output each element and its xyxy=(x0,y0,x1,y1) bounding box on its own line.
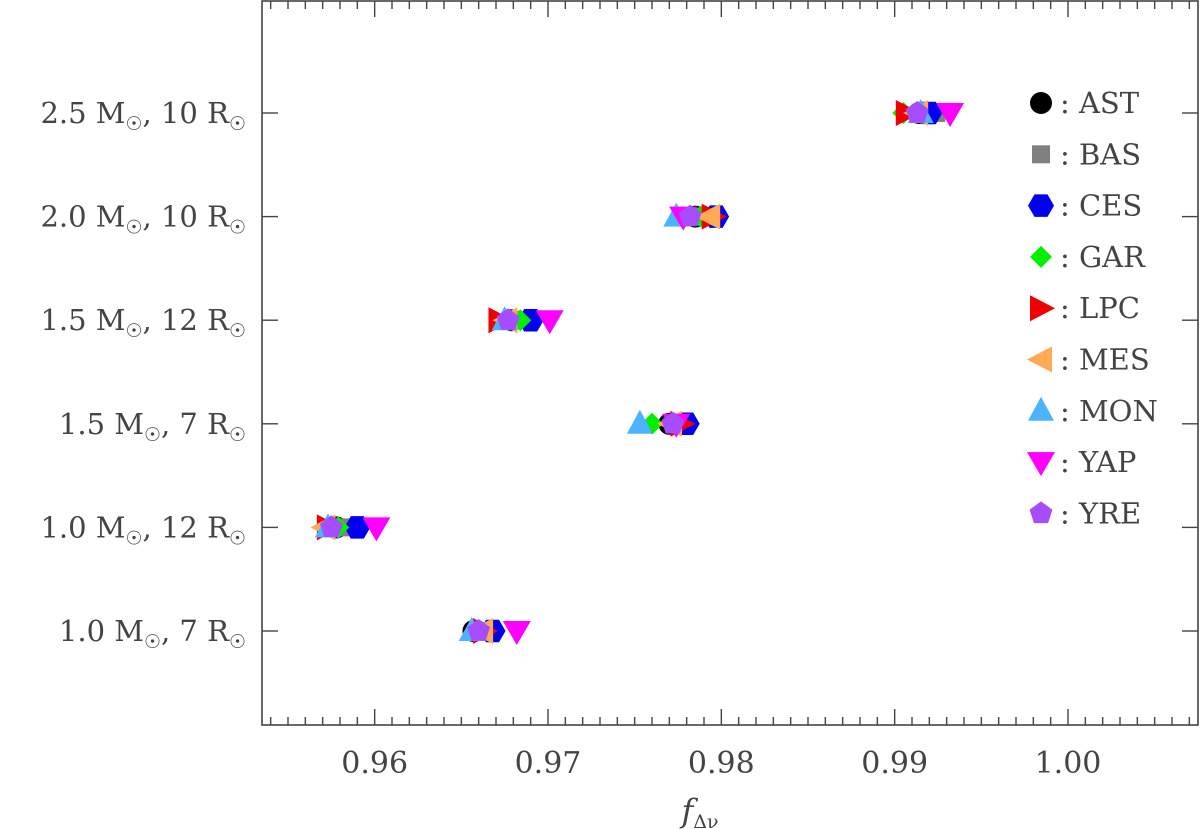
category-label: 1.0 M☉, 12 R☉ xyxy=(40,510,246,549)
legend-marker-mon xyxy=(1028,396,1054,421)
legend-marker-yap xyxy=(1027,452,1055,477)
point-yap xyxy=(362,517,391,542)
category-label: 1.5 M☉, 7 R☉ xyxy=(59,407,246,446)
category-label: 2.5 M☉, 10 R☉ xyxy=(40,96,246,135)
legend-marker-gar xyxy=(1030,245,1052,268)
legend-label-ast: : AST xyxy=(1060,86,1140,120)
x-tick-labels: 0.96 0.97 0.98 0.99 1.00 xyxy=(341,746,1101,781)
plot-area xyxy=(261,0,1199,726)
point-yap xyxy=(502,621,531,645)
x-tick-label: 0.99 xyxy=(861,746,928,781)
legend-label-yap: : YAP xyxy=(1060,445,1136,479)
data-points xyxy=(310,99,965,645)
category-label: 1.5 M☉, 12 R☉ xyxy=(40,303,246,342)
y-category-labels: 2.5 M☉, 10 R☉ 2.0 M☉, 10 R☉ 1.5 M☉, 12 R☉ 1… xyxy=(40,96,246,653)
axis-ticks xyxy=(262,1,1198,725)
legend-marker-ces xyxy=(1028,194,1054,217)
legend-label-mon: : MON xyxy=(1060,394,1158,428)
point-yre xyxy=(467,619,491,641)
legend-label-gar: : GAR xyxy=(1060,240,1146,274)
point-yre xyxy=(496,308,520,330)
x-axis-title: fΔν xyxy=(679,792,718,829)
x-tick-label: 0.98 xyxy=(688,746,755,781)
point-yre xyxy=(319,515,343,538)
legend-marker-yre xyxy=(1029,501,1053,524)
point-mon xyxy=(626,409,653,434)
legend-label-bas: : BAS xyxy=(1060,137,1141,171)
legend-label-ces: : CES xyxy=(1060,189,1142,223)
x-tick-label: 0.96 xyxy=(341,746,408,781)
category-label: 1.0 M☉, 7 R☉ xyxy=(59,614,246,653)
x-tick-label: 1.00 xyxy=(1035,746,1102,781)
category-label: 2.0 M☉, 10 R☉ xyxy=(40,200,246,239)
legend-label-mes: : MES xyxy=(1060,343,1150,377)
legend-marker-bas xyxy=(1032,145,1050,164)
legend-marker-ast xyxy=(1030,92,1052,114)
point-mes xyxy=(695,203,721,230)
x-tick-label: 0.97 xyxy=(515,746,582,781)
legend-label-lpc: : LPC xyxy=(1060,291,1140,325)
legend-marker-lpc xyxy=(1030,295,1055,322)
point-yap xyxy=(936,103,965,127)
point-ces xyxy=(344,516,371,539)
legend-marker-mes xyxy=(1027,346,1052,373)
legend-label-yre: : YRE xyxy=(1060,496,1141,530)
point-yre xyxy=(905,101,929,123)
point-yre xyxy=(661,411,685,434)
legend: : AST : BAS : CES : GAR : LPC : MES : MON : YAP… xyxy=(1027,86,1158,530)
point-yap xyxy=(535,310,564,335)
point-yre xyxy=(678,204,702,227)
